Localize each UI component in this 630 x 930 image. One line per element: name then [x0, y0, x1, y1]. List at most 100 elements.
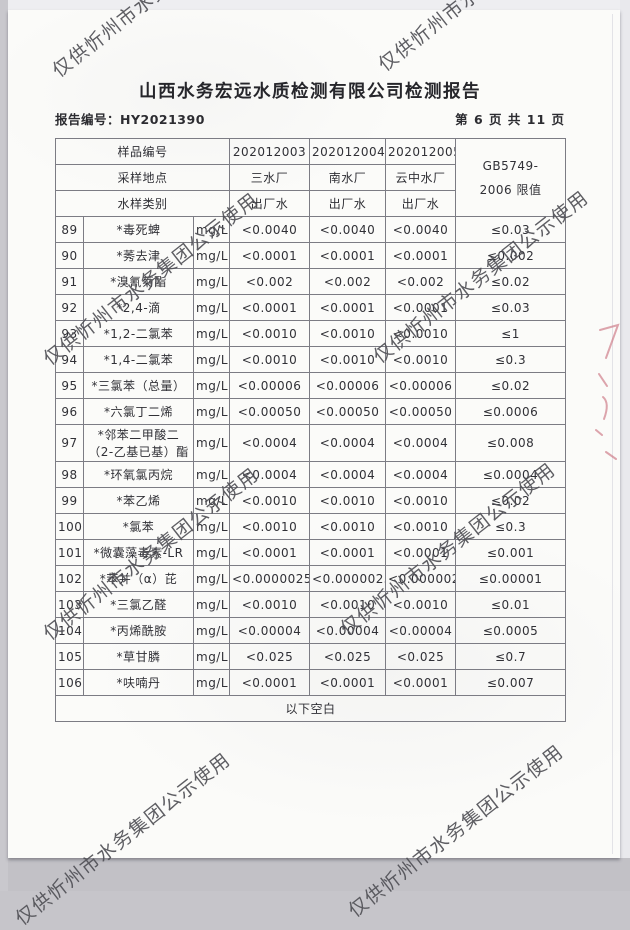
- parameter-name: *三氯苯（总量）: [83, 372, 194, 399]
- red-pen-mark: [605, 451, 617, 460]
- parameter-name: *苯乙烯: [83, 487, 194, 514]
- value-cell: <0.0001: [229, 242, 311, 269]
- limit-cell: ≤0.001: [455, 539, 567, 566]
- table-row: 95 *三氯苯（总量） mg/L <0.00006 <0.00006 <0.00006 ≤0…: [55, 372, 567, 399]
- row-number: 90: [55, 242, 84, 269]
- unit-cell: mg/L: [192, 424, 231, 462]
- header-label: 水样类别: [54, 190, 231, 217]
- red-pen-mark: [599, 323, 620, 359]
- value-cell: <0.0010: [229, 591, 311, 618]
- header-label: 样品编号: [54, 138, 231, 165]
- limit-cell: ≤0.02: [455, 487, 567, 514]
- table-row: 105 *草甘膦 mg/L <0.025 <0.025 <0.025 ≤0.7: [55, 643, 567, 670]
- limit-cell: ≤0.007: [455, 669, 567, 696]
- table-row: 92 *2,4-滴 mg/L <0.0001 <0.0001 <0.0001 ≤0.03: [55, 294, 567, 321]
- value-cell: <0.0010: [229, 513, 311, 540]
- report-title: 山西水务宏远水质检测有限公司检测报告: [139, 82, 481, 102]
- parameter-name: *丙烯酰胺: [83, 617, 194, 644]
- value-cell: <0.0000025: [309, 565, 387, 592]
- table-row: 99 *苯乙烯 mg/L <0.0010 <0.0010 <0.0010 ≤0.02: [55, 487, 567, 514]
- paper-crease-line: [612, 14, 613, 854]
- value-cell: <0.0001: [309, 242, 387, 269]
- row-number: 104: [55, 617, 84, 644]
- parameter-name: *呋喃丹: [83, 669, 194, 696]
- table-row: 89 *毒死蜱 mg/L <0.0040 <0.0040 <0.0040 ≤0.03: [55, 216, 567, 243]
- row-number: 98: [55, 461, 84, 488]
- value-cell: <0.00050: [385, 398, 457, 425]
- parameter-name: *毒死蜱: [83, 216, 194, 243]
- row-number: 95: [55, 372, 84, 399]
- parameter-name: *邻苯二甲酸二（2-乙基已基）酯: [83, 424, 194, 462]
- limit-cell: ≤0.0005: [455, 617, 567, 644]
- unit-cell: mg/L: [192, 669, 231, 696]
- row-number: 101: [55, 539, 84, 566]
- value-cell: <0.0004: [309, 461, 387, 488]
- limit-cell: ≤0.008: [455, 424, 567, 462]
- unit-cell: mg/L: [192, 591, 231, 618]
- value-cell: <0.0010: [385, 513, 457, 540]
- value-cell: <0.00006: [385, 372, 457, 399]
- value-cell: <0.00004: [309, 617, 387, 644]
- limit-cell: ≤0.03: [455, 216, 567, 243]
- value-cell: <0.0010: [309, 591, 387, 618]
- value-cell: <0.0001: [229, 294, 311, 321]
- row-number: 103: [55, 591, 84, 618]
- value-cell: <0.0001: [309, 539, 387, 566]
- row-number: 100: [55, 513, 84, 540]
- scan-margin-left: [0, 0, 8, 891]
- value-cell: <0.0001: [385, 242, 457, 269]
- limit-cell: ≤0.03: [455, 294, 567, 321]
- sample-id: 202012005: [385, 138, 457, 165]
- value-cell: <0.00050: [229, 398, 311, 425]
- parameter-name: *1,2-二氯苯: [83, 320, 194, 347]
- water-type: 出厂水: [309, 190, 387, 217]
- table-row: 103 *三氯乙醛 mg/L <0.0010 <0.0010 <0.0010 ≤0.01: [55, 591, 567, 618]
- limit-cell: ≤0.7: [455, 643, 567, 670]
- table-row: 90 *莠去津 mg/L <0.0001 <0.0001 <0.0001 ≤0.002: [55, 242, 567, 269]
- header-row-sample-id: 样品编号 202012003 202012004 202012005 GB574…: [54, 138, 567, 217]
- value-cell: <0.0010: [385, 487, 457, 514]
- value-cell: <0.0001: [229, 539, 311, 566]
- unit-cell: mg/L: [192, 372, 231, 399]
- table-row: 96 *六氯丁二烯 mg/L <0.00050 <0.00050 <0.00050 ≤0.0…: [55, 398, 567, 425]
- row-number: 97: [55, 424, 84, 462]
- value-cell: <0.025: [385, 643, 457, 670]
- row-number: 102: [55, 565, 84, 592]
- value-cell: <0.0004: [309, 424, 387, 462]
- value-cell: <0.0001: [309, 669, 387, 696]
- limit-cell: ≤0.3: [455, 513, 567, 540]
- unit-cell: mg/L: [192, 294, 231, 321]
- unit-cell: mg/L: [192, 242, 231, 269]
- limit-standard-header: GB5749- 2006 限值: [455, 138, 567, 217]
- parameter-name: *溴氰菊酯: [83, 268, 194, 295]
- unit-cell: mg/L: [192, 643, 231, 670]
- header-label: 采样地点: [54, 164, 231, 191]
- value-cell: <0.0004: [385, 424, 457, 462]
- value-cell: <0.002: [229, 268, 311, 295]
- value-cell: <0.00050: [309, 398, 387, 425]
- unit-cell: mg/L: [192, 268, 231, 295]
- value-cell: <0.025: [229, 643, 311, 670]
- unit-cell: mg/L: [192, 617, 231, 644]
- value-cell: <0.0001: [385, 669, 457, 696]
- parameter-name: *苯并（α）芘: [83, 565, 194, 592]
- limit-cell: ≤0.0006: [455, 398, 567, 425]
- parameter-name: *六氯丁二烯: [83, 398, 194, 425]
- row-number: 106: [55, 669, 84, 696]
- results-table: 样品编号 202012003 202012004 202012005 GB574…: [54, 138, 567, 722]
- unit-cell: mg/L: [192, 398, 231, 425]
- water-type: 出厂水: [229, 190, 311, 217]
- header-row-water-type: 水样类别 出厂水 出厂水 出厂水: [54, 190, 566, 217]
- value-cell: <0.00006: [229, 372, 311, 399]
- sampling-location: 三水厂: [229, 164, 311, 191]
- table-row: 94 *1,4-二氯苯 mg/L <0.0010 <0.0010 <0.0010 ≤0.3: [55, 346, 567, 373]
- parameter-name: *环氧氯丙烷: [83, 461, 194, 488]
- table-row: 102 *苯并（α）芘 mg/L <0.0000025 <0.0000025 <0.000…: [55, 565, 567, 592]
- value-cell: <0.0010: [309, 487, 387, 514]
- header-row-location: 采样地点 三水厂 南水厂 云中水厂: [54, 164, 566, 191]
- value-cell: <0.0001: [385, 539, 457, 566]
- red-pen-mark: [595, 429, 603, 436]
- table-row: 106 *呋喃丹 mg/L <0.0001 <0.0001 <0.0001 ≤0.007: [55, 669, 567, 696]
- value-cell: <0.0010: [229, 346, 311, 373]
- row-number: 89: [55, 216, 84, 243]
